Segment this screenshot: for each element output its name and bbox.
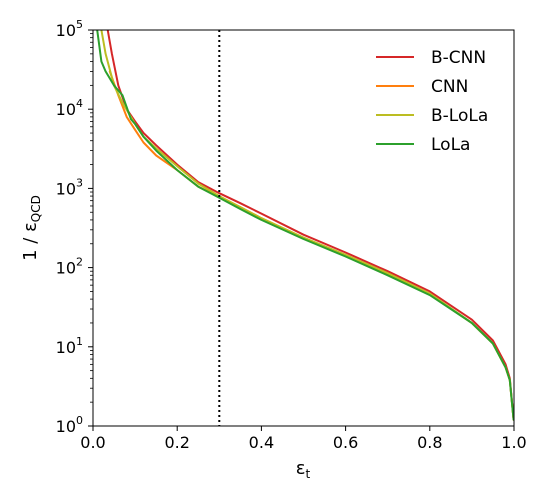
y-axis-ticks: 100 101 102 103 104 105 [56, 18, 93, 436]
legend: B-CNN CNN B-LoLa LoLa [376, 48, 488, 155]
series-layer [96, 30, 514, 421]
plot-frame [92, 29, 515, 427]
y-tick-label: 100 [56, 414, 83, 436]
y-tick-label: 103 [56, 176, 83, 198]
legend-label-b-lola: B-LoLa [431, 106, 488, 126]
x-axis-ticks: 0.0 0.2 0.4 0.6 0.8 1.0 [80, 426, 527, 452]
series-line-lola [96, 30, 514, 421]
y-axis-label: 1 / εQCD [20, 195, 43, 261]
x-tick-label: 0.4 [249, 433, 274, 452]
x-tick-label: 0.6 [333, 433, 358, 452]
y-tick-label: 104 [56, 97, 83, 119]
y-tick-label: 102 [56, 256, 83, 278]
x-tick-label: 1.0 [501, 433, 526, 452]
x-axis-label: εt [296, 458, 311, 481]
y-tick-label: 105 [56, 18, 83, 40]
x-tick-label: 0.0 [80, 433, 105, 452]
legend-label-cnn: CNN [431, 77, 468, 97]
x-tick-label: 0.8 [417, 433, 442, 452]
legend-label-b-cnn: B-CNN [431, 48, 486, 68]
x-tick-label: 0.2 [164, 433, 189, 452]
legend-label-lola: LoLa [431, 135, 470, 155]
y-tick-label: 101 [56, 335, 83, 357]
